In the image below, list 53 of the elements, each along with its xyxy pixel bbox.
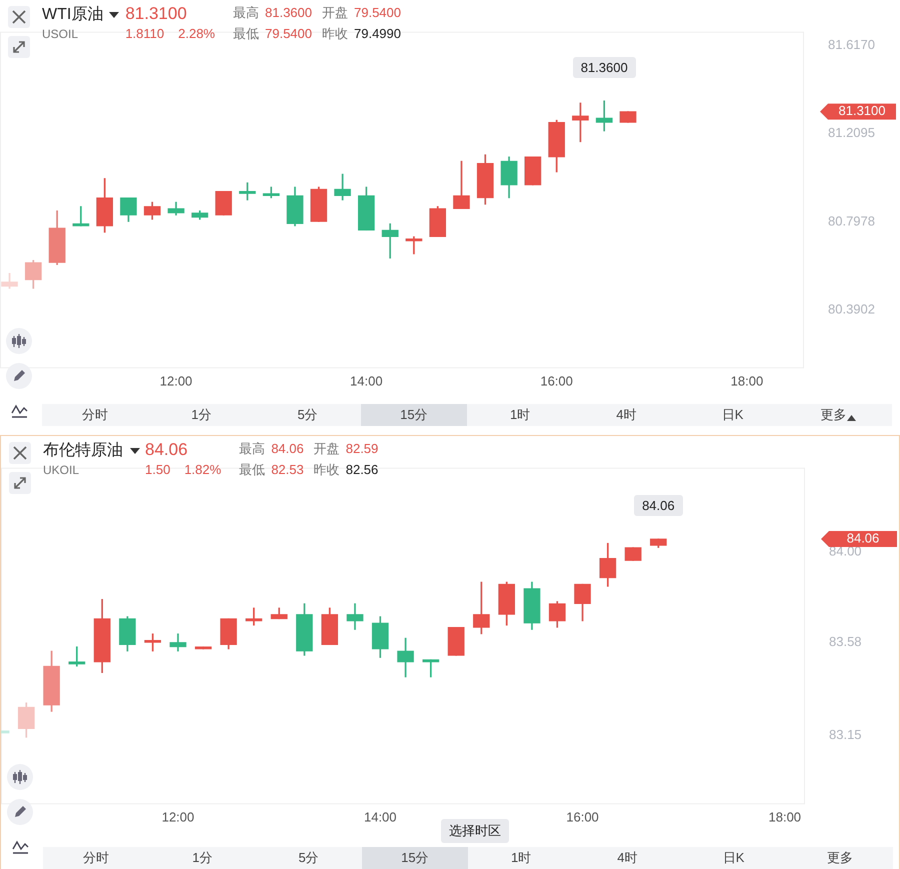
y-tick-label: 83.58 — [829, 634, 862, 650]
text: 5分 — [296, 406, 319, 424]
text: 更多 — [826, 849, 854, 867]
text: 1时 — [509, 406, 532, 424]
annotation: 1.8110 — [125, 26, 164, 41]
text: 日K — [720, 406, 744, 424]
annotation: 最低 82.53 — [239, 462, 304, 477]
text: 15分 — [360, 404, 467, 426]
text: 5分 — [298, 849, 320, 867]
chart-title: WTI原油 — [42, 6, 104, 23]
annotation: 1.50 — [145, 462, 170, 477]
y-tick-label: 80.3902 — [828, 302, 875, 317]
text: 日K — [722, 849, 746, 867]
text: 更多 — [819, 406, 848, 424]
text: 1时 — [510, 849, 532, 867]
text: 分时 — [81, 406, 110, 424]
text: 84.06 — [145, 440, 189, 460]
text: 分时 — [82, 849, 110, 867]
text: 15分 — [362, 847, 468, 869]
chart-subtitle: USOIL — [42, 27, 80, 41]
x-tick-label: 18:00 — [730, 374, 764, 389]
annotation: 2.28% — [178, 26, 215, 41]
text: 开盘 82.59 — [314, 441, 378, 456]
chart-subtitle: UKOIL — [43, 463, 80, 477]
y-tick-label: 81.2095 — [828, 124, 875, 140]
annotation: 昨收 79.4990 — [322, 26, 401, 41]
text: 最高 81.3600 — [233, 5, 312, 20]
text: 1分 — [190, 406, 212, 424]
x-tick-label: 14:00 — [364, 810, 397, 825]
x-tick-label: 16:00 — [566, 810, 599, 825]
annotation: 81.3600 — [572, 56, 636, 78]
chart-title: 布伦特原油 — [43, 442, 123, 459]
text: 开盘 79.5400 — [322, 5, 401, 20]
text: 81.3100 — [125, 4, 188, 24]
text: 84.06 — [846, 530, 880, 546]
annotation: 最低 79.5400 — [233, 26, 312, 41]
text: 1分 — [191, 849, 214, 867]
annotation: 昨收 82.56 — [314, 462, 378, 477]
x-tick-label: 12:00 — [162, 810, 194, 825]
y-tick-label: 81.6170 — [828, 36, 875, 52]
text: 选择时区 — [441, 819, 509, 843]
x-tick-label: 16:00 — [540, 374, 573, 389]
text: 4时 — [616, 849, 638, 867]
text: 81.3100 — [838, 103, 886, 118]
x-tick-label: 12:00 — [160, 374, 192, 389]
x-tick-label: 18:00 — [768, 810, 802, 825]
annotation: 84.06 — [634, 494, 683, 516]
text: 4时 — [615, 406, 638, 424]
y-tick-label: 80.7978 — [828, 214, 875, 229]
annotation: 1.82% — [184, 462, 222, 477]
x-tick-label: 14:00 — [350, 374, 383, 389]
text: 最高 84.06 — [239, 441, 304, 456]
y-tick-label: 83.15 — [829, 726, 862, 742]
